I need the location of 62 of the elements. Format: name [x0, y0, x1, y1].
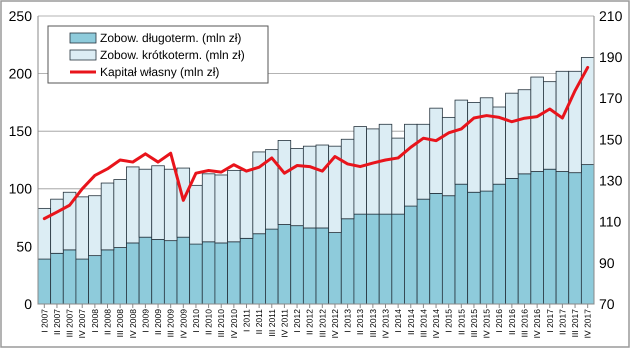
x-tick-label: I 2013: [342, 308, 353, 333]
legend-label: Zobow. długoterm. (mln zł): [100, 31, 242, 46]
x-tick-label: II 2017: [557, 308, 568, 335]
x-tick-label: I 2010: [190, 308, 201, 333]
y2-tick-label: 90: [599, 254, 615, 271]
x-tick-label: IV 2012: [330, 308, 340, 338]
x-tick-label: III 2011: [266, 308, 277, 337]
y2-tick-label: 190: [599, 49, 623, 66]
x-tick-label: II 2014: [406, 308, 416, 335]
y-tick-label: 100: [8, 180, 32, 197]
x-tick-label: III 2016: [520, 308, 530, 338]
x-tick-label: II 2010: [204, 308, 214, 335]
x-tick-label: I 2012: [292, 308, 302, 333]
x-tick-label: I 2009: [140, 308, 150, 333]
y2-tick-label: 110: [599, 214, 622, 230]
x-tick-label: IV 2008: [128, 308, 138, 338]
y2-tick-label: 70: [599, 296, 615, 312]
x-tick-label: II 2012: [304, 308, 315, 335]
x-tick-label: I 2017: [544, 308, 555, 333]
x-tick-label: III 2013: [368, 308, 378, 338]
x-tick-label: II 2011: [254, 308, 264, 334]
x-tick-label: I 2008: [90, 308, 100, 333]
x-tick-label: II 2007: [52, 308, 62, 335]
line-series: [42, 66, 590, 220]
x-tick-label: III 2007: [64, 308, 75, 338]
x-tick-label: IV 2011: [279, 308, 290, 338]
x-tick-label: II 2013: [355, 308, 366, 335]
legend-label: Kapitał własny (mln zł): [100, 65, 220, 80]
x-tick-label: IV 2016: [532, 308, 542, 338]
x-tick-label: I 2014: [393, 308, 404, 333]
y2-tick-label: 130: [599, 172, 623, 188]
x-tick-label: I 2015: [444, 308, 454, 333]
x-tick-label: IV 2017: [582, 308, 593, 338]
y2-tick-label: 170: [599, 90, 623, 106]
x-tick-label: IV 2010: [228, 308, 239, 338]
x-tick-label: IV 2014: [431, 308, 442, 338]
x-tick-label: III 2009: [166, 308, 176, 338]
x-tick-label: III 2017: [570, 308, 580, 338]
x-tick-label: I 2007: [39, 308, 50, 333]
y2-tick-label: 150: [599, 131, 623, 148]
x-tick-label: I 2011: [242, 308, 252, 332]
x-tick-label: IV 2015: [482, 308, 492, 338]
x-tick-label: I 2016: [494, 308, 504, 333]
y2-tick-label: 210: [599, 8, 623, 24]
y-tick-label: 250: [8, 8, 32, 24]
x-tick-label: III 2015: [468, 308, 479, 338]
y-tick-label: 0: [24, 296, 32, 312]
x-tick-label: III 2012: [317, 308, 328, 338]
y-tick-label: 200: [8, 66, 32, 82]
y-tick-label: 150: [8, 123, 32, 140]
x-tick-label: IV 2007: [77, 308, 88, 338]
x-tick-label: II 2016: [506, 308, 517, 335]
x-tick-label: II 2015: [456, 308, 466, 335]
x-tick-label: II 2009: [153, 308, 164, 335]
x-tick-label: IV 2013: [380, 308, 390, 338]
legend-label: Zobow. krótkoterm. (mln zł): [100, 48, 245, 62]
x-tick-label: III 2010: [216, 308, 226, 338]
x-tick-label: IV 2009: [178, 308, 188, 338]
x-tick-label: III 2008: [115, 308, 126, 338]
y-tick-label: 50: [16, 238, 32, 254]
x-tick-label: III 2014: [418, 308, 428, 338]
x-tick-label: II 2008: [102, 308, 112, 335]
